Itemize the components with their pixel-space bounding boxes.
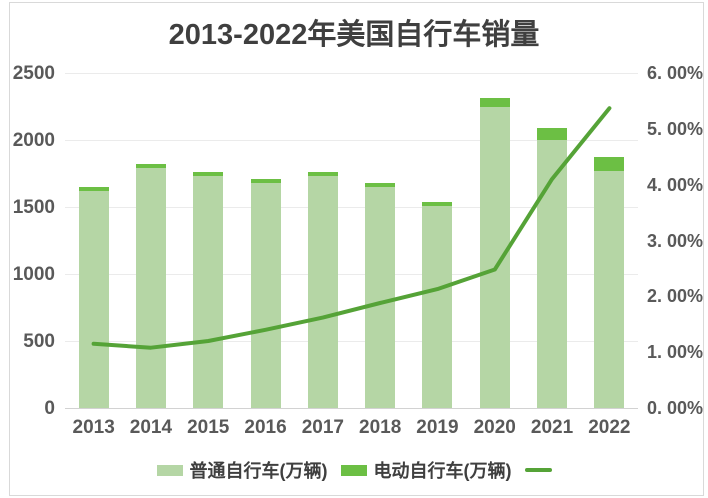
legend-item bbox=[524, 468, 552, 472]
x-axis-label-2022: 2022 bbox=[588, 417, 631, 438]
legend-item: 电动自行车(万辆) bbox=[340, 457, 512, 483]
ebike-bar-segment bbox=[594, 157, 625, 171]
left-axis-tick: 0 bbox=[44, 398, 55, 419]
left-axis-tick: 2500 bbox=[12, 63, 55, 84]
ebike-bar-segment bbox=[193, 172, 224, 177]
gridline bbox=[65, 73, 638, 74]
gridline bbox=[65, 341, 638, 342]
left-axis-tick: 500 bbox=[23, 331, 55, 352]
category-axis: 2013 2014 2015 2016 2017 2018 2019 2020 2021 2022 bbox=[0, 417, 708, 441]
ebike-bar-segment bbox=[365, 182, 396, 187]
right-axis-tick: 4. 00% bbox=[647, 174, 704, 195]
legend-swatch-line bbox=[524, 468, 552, 472]
right-axis-tick: 1. 00% bbox=[647, 342, 704, 363]
bar-2014 bbox=[135, 164, 166, 408]
line-series bbox=[91, 106, 612, 350]
legend-label: 普通自行车(万辆) bbox=[189, 461, 328, 481]
x-axis-label-2020: 2020 bbox=[473, 417, 516, 438]
regular-bar-segment bbox=[250, 182, 281, 408]
legend: 普通自行车(万辆) 电动自行车(万辆) bbox=[0, 458, 708, 482]
regular-bar-segment bbox=[537, 140, 568, 408]
bar-2017 bbox=[307, 172, 338, 408]
left-axis-tick: 1500 bbox=[12, 197, 55, 218]
x-axis-label-2018: 2018 bbox=[359, 417, 402, 438]
ebike-bar-segment bbox=[307, 172, 338, 177]
plot-area bbox=[65, 73, 638, 409]
bar-2016 bbox=[250, 178, 281, 408]
regular-bar-segment bbox=[594, 170, 625, 408]
right-axis-tick: 5. 00% bbox=[647, 118, 704, 139]
bar-2019 bbox=[422, 201, 453, 408]
right-axis-tick: 0. 00% bbox=[647, 398, 704, 418]
right-axis-tick: 3. 00% bbox=[647, 230, 704, 251]
right-axis-tick: 2. 00% bbox=[647, 286, 704, 307]
regular-bar-segment bbox=[135, 168, 166, 408]
chart-title: 2013-2022年美国自行车销量 bbox=[168, 19, 540, 51]
x-axis-label-2017: 2017 bbox=[301, 417, 344, 438]
x-axis-label-2019: 2019 bbox=[416, 417, 459, 438]
ebike-bar-segment bbox=[537, 127, 568, 140]
regular-bar-segment bbox=[193, 176, 224, 408]
regular-bar-segment bbox=[78, 190, 109, 408]
legend-item: 普通自行车(万辆) bbox=[156, 457, 328, 483]
regular-bar-segment bbox=[365, 186, 396, 408]
legend-swatch-bar-light bbox=[156, 464, 183, 476]
ebike-bar-segment bbox=[135, 164, 166, 169]
bar-2015 bbox=[193, 172, 224, 408]
x-axis-label-2013: 2013 bbox=[72, 417, 115, 438]
x-axis-line bbox=[65, 408, 638, 409]
bar-2013 bbox=[78, 186, 109, 408]
ebike-bar-segment bbox=[250, 178, 281, 183]
ebike-bar-segment bbox=[78, 186, 109, 191]
regular-bar-segment bbox=[307, 176, 338, 408]
right-percent-axis: 6. 00% 5. 00% 4. 00% 3. 00% 2. 00% 1. 00% 0. 0… bbox=[647, 64, 707, 418]
legend-swatch-bar-dark bbox=[340, 464, 367, 476]
legend-label: 电动自行车(万辆) bbox=[373, 461, 512, 481]
trend-line bbox=[91, 106, 612, 350]
bar-2021 bbox=[537, 127, 568, 408]
left-value-axis: 2500 2000 1500 1000 500 0 bbox=[0, 64, 55, 418]
left-axis-tick: 1000 bbox=[12, 264, 55, 285]
x-axis-label-2016: 2016 bbox=[244, 417, 287, 438]
gridline bbox=[65, 274, 638, 275]
ebike-bar-segment bbox=[422, 201, 453, 206]
ebike-bar-segment bbox=[479, 98, 510, 107]
bar-2022 bbox=[594, 157, 625, 408]
left-axis-tick: 2000 bbox=[12, 130, 55, 151]
gridline bbox=[65, 140, 638, 141]
regular-bar-segment bbox=[422, 205, 453, 408]
x-axis-label-2014: 2014 bbox=[129, 417, 173, 438]
bar-2018 bbox=[365, 182, 396, 408]
x-axis-label-2015: 2015 bbox=[187, 417, 230, 438]
gridline bbox=[65, 207, 638, 208]
x-axis-label-2021: 2021 bbox=[530, 417, 574, 438]
right-axis-tick: 6. 00% bbox=[647, 63, 704, 83]
